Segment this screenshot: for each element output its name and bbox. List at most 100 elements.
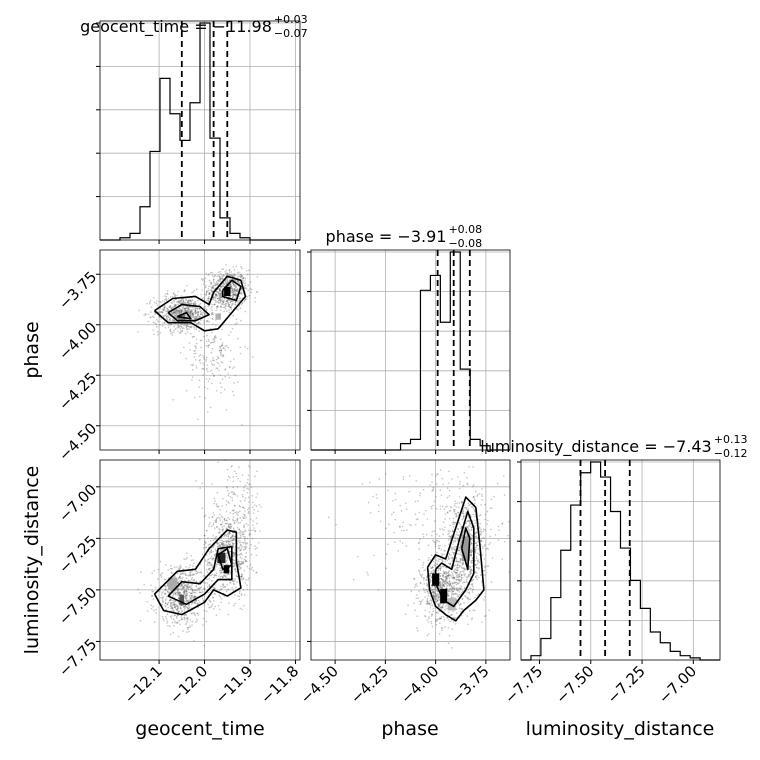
scatter-point bbox=[439, 585, 441, 587]
scatter-point bbox=[190, 310, 192, 313]
scatter-point bbox=[182, 302, 184, 305]
scatter-point bbox=[213, 553, 216, 556]
scatter-point bbox=[481, 553, 483, 556]
scatter-point bbox=[226, 300, 229, 302]
scatter-point bbox=[455, 578, 458, 581]
scatter-point bbox=[216, 275, 218, 278]
scatter-point bbox=[451, 551, 454, 554]
scatter-point bbox=[454, 564, 457, 566]
scatter-point bbox=[209, 453, 211, 455]
scatter-point bbox=[457, 527, 459, 530]
scatter-point bbox=[241, 424, 243, 426]
scatter-point bbox=[185, 325, 188, 328]
scatter-point bbox=[503, 540, 506, 543]
scatter-point bbox=[222, 355, 224, 358]
scatter-point bbox=[191, 313, 194, 315]
scatter-point bbox=[180, 616, 183, 618]
scatter-point bbox=[172, 593, 175, 596]
scatter-point bbox=[166, 307, 168, 310]
scatter-point bbox=[240, 266, 242, 268]
scatter-point bbox=[192, 314, 194, 317]
scatter-point bbox=[228, 518, 231, 520]
scatter-point bbox=[476, 544, 479, 547]
scatter-point bbox=[211, 311, 214, 314]
scatter-point bbox=[211, 287, 213, 290]
scatter-point bbox=[178, 310, 181, 312]
scatter-point bbox=[210, 605, 213, 607]
scatter-point bbox=[221, 543, 224, 546]
scatter-point bbox=[166, 293, 169, 296]
scatter-point bbox=[439, 565, 442, 568]
scatter-point bbox=[454, 512, 457, 515]
scatter-point bbox=[394, 518, 396, 521]
scatter-point bbox=[446, 594, 449, 597]
scatter-point bbox=[437, 597, 440, 599]
scatter-point bbox=[435, 598, 438, 600]
scatter-point bbox=[219, 299, 222, 302]
scatter-point bbox=[251, 501, 254, 504]
scatter-point bbox=[234, 274, 237, 277]
scatter-point bbox=[233, 358, 235, 360]
scatter-point bbox=[219, 286, 222, 288]
scatter-point bbox=[456, 566, 458, 569]
scatter-point bbox=[459, 603, 461, 606]
scatter-point bbox=[222, 576, 224, 579]
scatter-point bbox=[447, 482, 450, 485]
scatter-point bbox=[456, 567, 459, 569]
scatter-point bbox=[435, 598, 437, 601]
scatter-point bbox=[418, 541, 420, 544]
scatter-point bbox=[193, 289, 196, 292]
scatter-point bbox=[474, 542, 477, 545]
scatter-point bbox=[486, 547, 488, 550]
scatter-point bbox=[225, 590, 228, 593]
scatter-point bbox=[170, 323, 173, 326]
scatter-point bbox=[248, 483, 250, 486]
scatter-point bbox=[210, 282, 213, 285]
scatter-point bbox=[247, 579, 249, 581]
scatter-point bbox=[184, 310, 186, 313]
scatter-point bbox=[234, 602, 236, 605]
scatter-point bbox=[215, 565, 217, 568]
scatter-point bbox=[219, 577, 222, 579]
scatter-point bbox=[193, 311, 196, 314]
scatter-point bbox=[214, 299, 216, 301]
scatter-point bbox=[214, 275, 217, 277]
scatter-point bbox=[450, 613, 453, 616]
scatter-point bbox=[174, 603, 177, 606]
scatter-point bbox=[173, 601, 175, 604]
scatter-point bbox=[211, 290, 213, 292]
scatter-point bbox=[176, 303, 179, 306]
scatter-point bbox=[451, 581, 454, 584]
scatter-point bbox=[467, 575, 470, 578]
scatter-point bbox=[179, 606, 182, 608]
scatter-point bbox=[213, 374, 215, 377]
scatter-point bbox=[453, 535, 456, 537]
scatter-point bbox=[223, 517, 226, 520]
scatter-point bbox=[225, 559, 228, 562]
scatter-point bbox=[244, 537, 246, 539]
scatter-point bbox=[210, 360, 212, 363]
scatter-point bbox=[220, 569, 223, 572]
scatter-point bbox=[214, 303, 216, 306]
scatter-point bbox=[485, 548, 487, 550]
scatter-point bbox=[220, 299, 222, 302]
scatter-point bbox=[205, 272, 208, 275]
scatter-point bbox=[235, 511, 238, 513]
scatter-point bbox=[228, 492, 230, 495]
scatter-point bbox=[161, 599, 164, 602]
scatter-point bbox=[185, 594, 188, 596]
scatter-point bbox=[236, 288, 238, 291]
scatter-point bbox=[227, 588, 230, 591]
scatter-point bbox=[233, 493, 236, 495]
scatter-point bbox=[180, 325, 183, 328]
scatter-point bbox=[231, 390, 234, 393]
scatter-point bbox=[459, 527, 462, 529]
scatter-point bbox=[193, 303, 196, 306]
scatter-point bbox=[242, 562, 245, 565]
scatter-point bbox=[218, 575, 220, 577]
scatter-point bbox=[448, 562, 450, 565]
scatter-point bbox=[478, 567, 481, 569]
scatter-point bbox=[210, 549, 213, 552]
scatter-point bbox=[176, 608, 179, 611]
scatter-point bbox=[458, 579, 460, 582]
